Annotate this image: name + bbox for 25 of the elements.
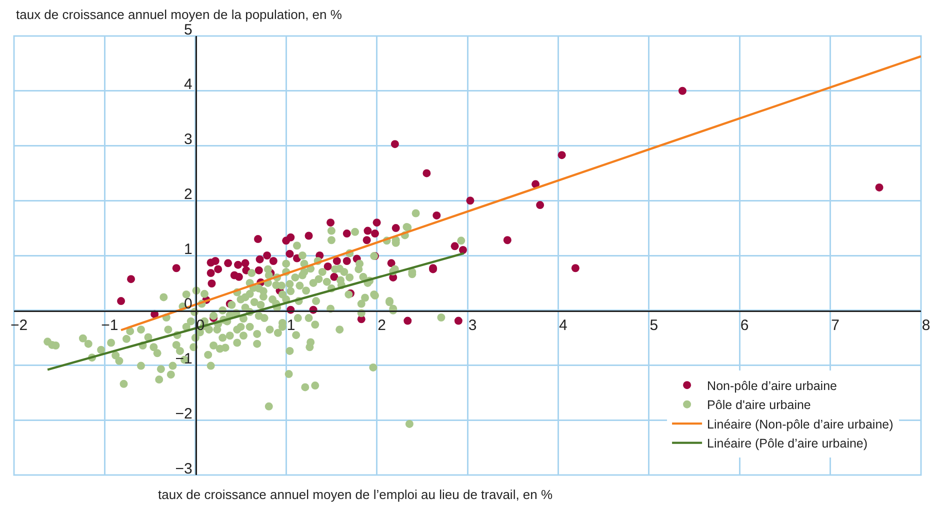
x-tick-label: −2 bbox=[10, 316, 28, 334]
legend-label: Pôle d'aire urbaine bbox=[707, 398, 811, 412]
x-tick-label: 5 bbox=[650, 316, 658, 334]
x-tick-label: 3 bbox=[468, 316, 477, 334]
legend-label: Linéaire (Pôle d’aire urbaine) bbox=[707, 436, 868, 451]
y-tick-label: −1 bbox=[175, 350, 192, 368]
y-tick-label: 2 bbox=[184, 186, 192, 203]
y-tick-label: 1 bbox=[184, 240, 192, 258]
y-tick-label: −3 bbox=[175, 460, 192, 478]
x-tick-label: 2 bbox=[378, 316, 386, 334]
y-tick-label: 4 bbox=[184, 76, 192, 94]
x-tick-label: 7 bbox=[831, 316, 840, 334]
x-tick-label: −1 bbox=[101, 316, 118, 334]
x-tick-label: 0 bbox=[196, 316, 205, 334]
y-axis-title: taux de croissance annuel moyen de la population, en % bbox=[16, 7, 342, 22]
y-tick-label: 5 bbox=[184, 21, 192, 38]
x-tick-label: 1 bbox=[286, 316, 296, 334]
legend-label: Non-pôle d’aire urbaine bbox=[707, 378, 838, 393]
y-tick-label: −2 bbox=[175, 405, 192, 422]
x-tick-label: 8 bbox=[922, 316, 930, 334]
x-tick-label: 6 bbox=[740, 316, 749, 334]
legend-label: Linéaire (Non-pôle d’aire urbaine) bbox=[707, 417, 894, 432]
y-tick-label: 3 bbox=[184, 131, 192, 148]
x-axis-title: taux de croissance annuel moyen de l’emploi au lieu de travail, en % bbox=[158, 487, 554, 502]
x-tick-label: 4 bbox=[559, 316, 568, 334]
